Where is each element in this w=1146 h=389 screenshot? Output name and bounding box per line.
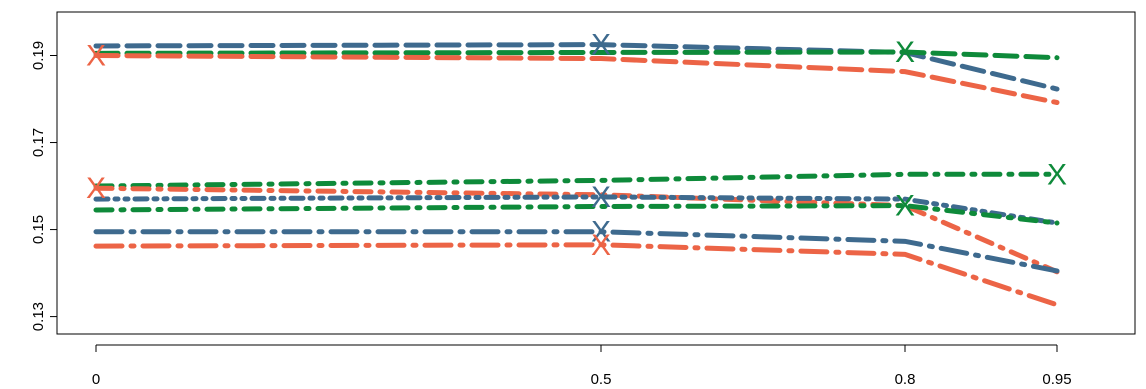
- x-tick-label: 0.8: [895, 371, 916, 388]
- y-tick-label: 0.13: [30, 302, 47, 331]
- series-line: [93, 53, 1060, 106]
- x-tick-label: 0.95: [1042, 371, 1071, 388]
- plot-frame: [56, 11, 1136, 335]
- y-axis: 0.13 0.15 0.17 0.19: [30, 41, 57, 331]
- series-marker: X: [86, 40, 106, 73]
- y-tick-label: 0.15: [30, 215, 47, 244]
- series-line: [93, 49, 1060, 61]
- series-line: [93, 42, 1060, 92]
- series-marker: X: [591, 216, 611, 249]
- series-marker: X: [86, 172, 106, 205]
- series-line: [93, 194, 1060, 226]
- series-marker: X: [591, 29, 611, 62]
- series-layer: [93, 42, 1060, 308]
- y-tick-label: 0.17: [30, 128, 47, 157]
- x-tick-label: 0.5: [591, 371, 612, 388]
- series-marker: X: [591, 229, 611, 262]
- series-marker: X: [895, 190, 915, 223]
- series-marker: X: [1047, 158, 1067, 191]
- x-axis: 0 0.5 0.8 0.95: [92, 344, 1072, 388]
- series-marker: X: [591, 181, 611, 214]
- series-line: [93, 229, 1060, 274]
- x-tick-label: 0: [92, 371, 100, 388]
- y-tick-label: 0.19: [30, 41, 47, 70]
- series-line: [93, 242, 1060, 308]
- series-marker: X: [895, 36, 915, 69]
- series-line: [93, 171, 1060, 189]
- series-line: [93, 203, 1060, 226]
